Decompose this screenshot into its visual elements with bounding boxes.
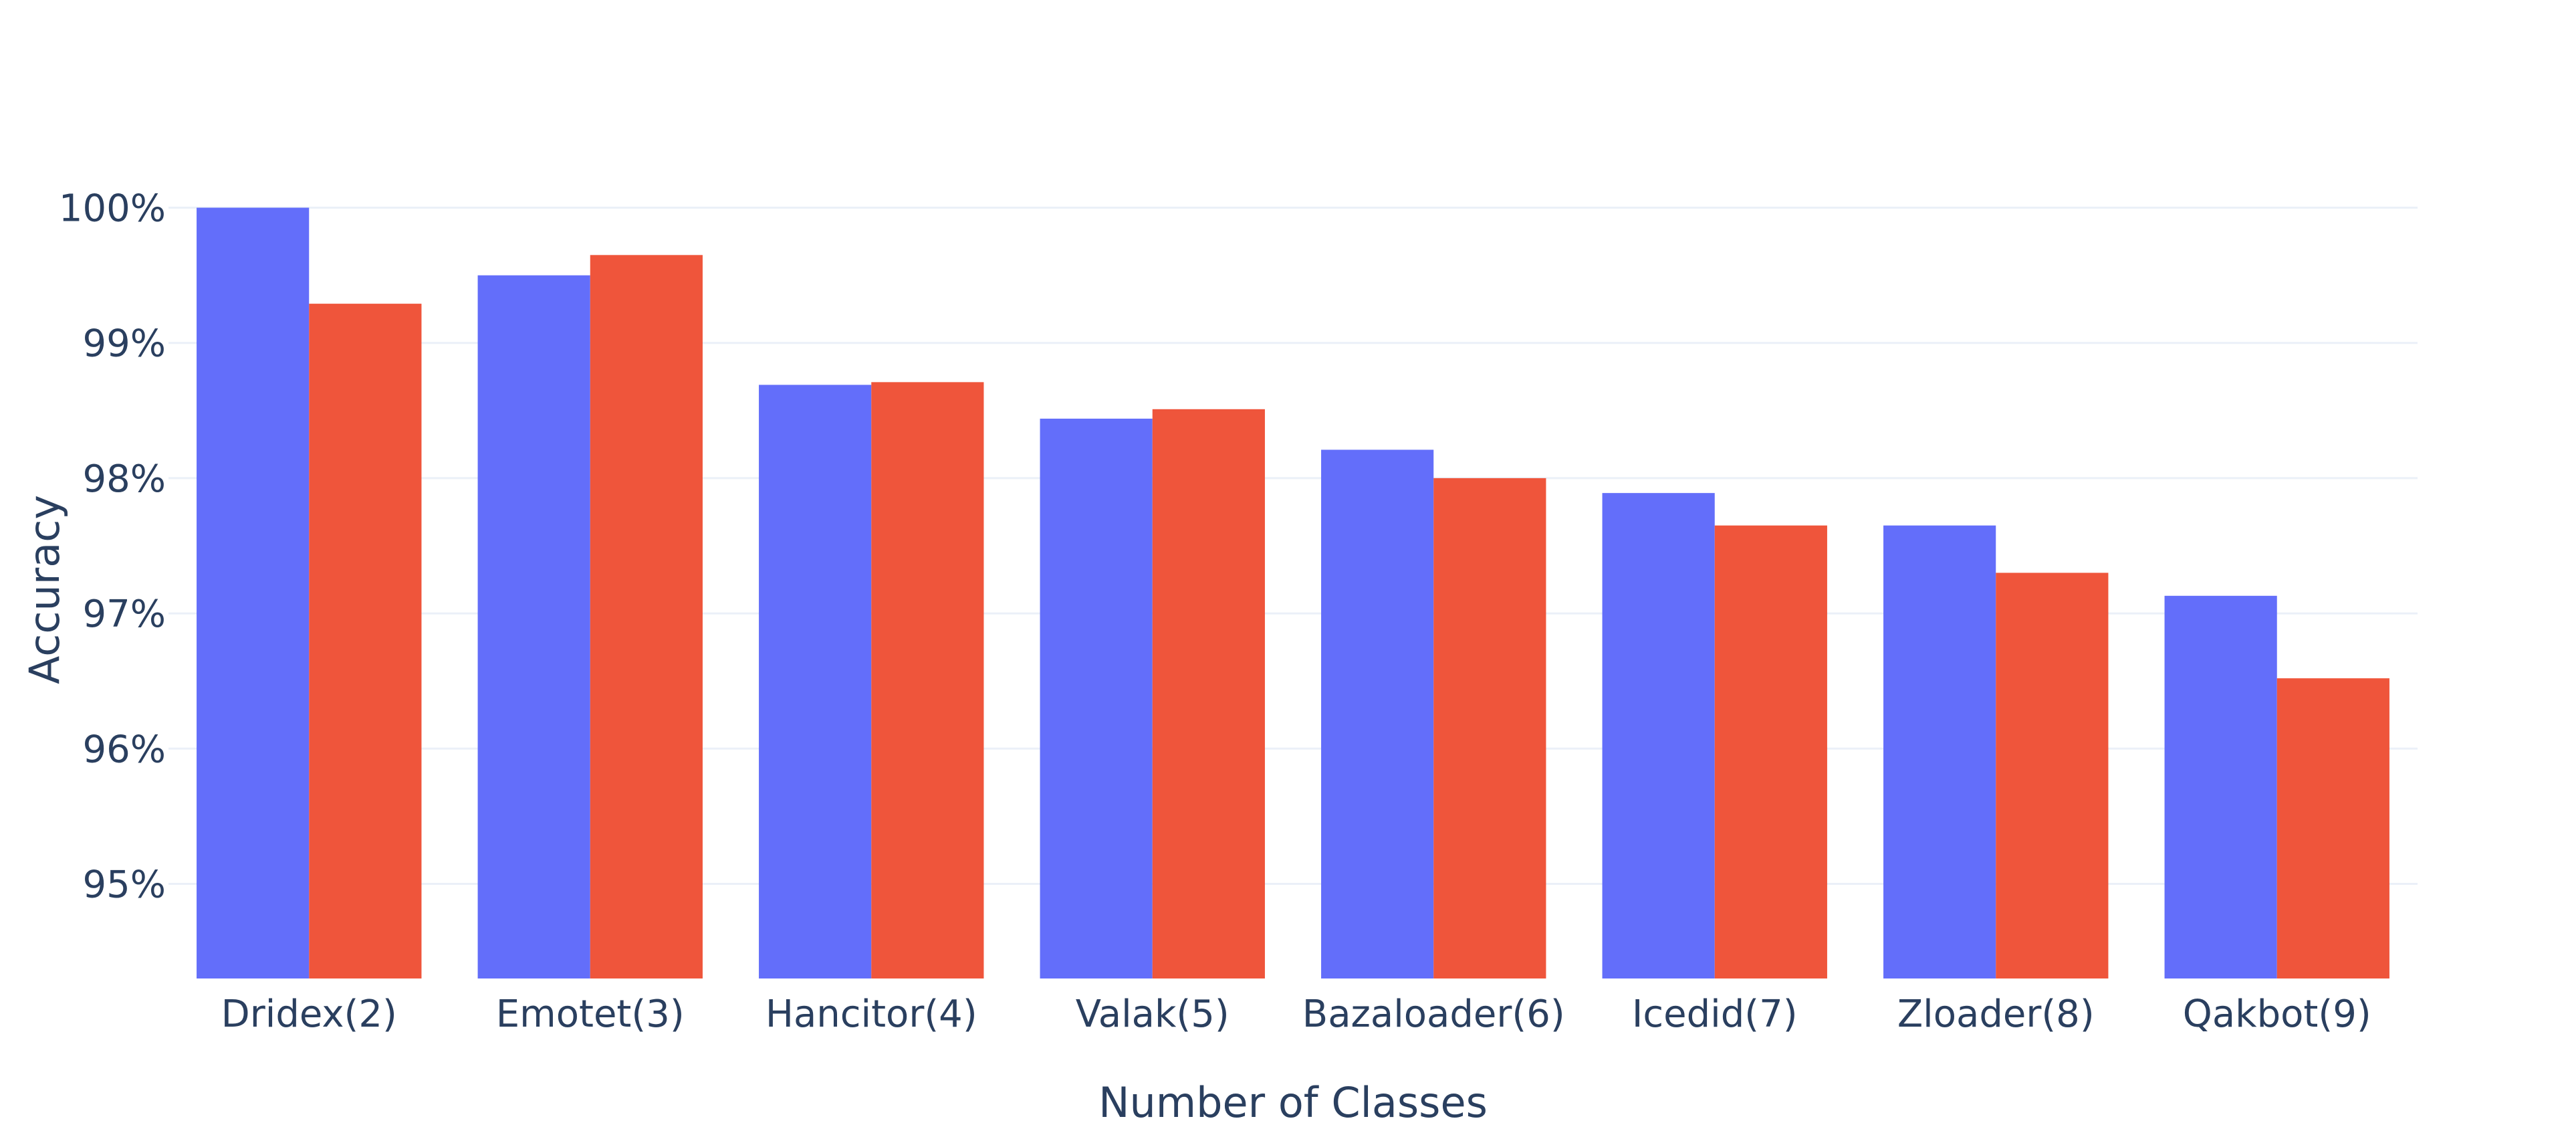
x-tick-label: Emotet(3) <box>496 993 685 1036</box>
y-tick-label: 95% <box>83 863 166 906</box>
bar-2-5[interactable] <box>1714 525 1827 978</box>
bar-2-6[interactable] <box>1996 573 2109 978</box>
bars <box>197 207 2389 979</box>
x-tick-label: Zloader(8) <box>1897 993 2095 1036</box>
x-axis-ticks: Dridex(2) Emotet(3) Hancitor(4) Valak(5) Baz… <box>221 993 2371 1036</box>
y-tick-label: 99% <box>83 322 166 366</box>
bar-1-1[interactable] <box>477 275 590 978</box>
y-tick-label: 96% <box>83 728 166 771</box>
y-axis-title: Accuracy <box>20 495 69 684</box>
x-tick-label: Valak(5) <box>1076 993 1230 1036</box>
bar-1-5[interactable] <box>1602 493 1715 978</box>
x-tick-label: Qakbot(9) <box>2183 993 2371 1036</box>
bar-1-2[interactable] <box>759 385 872 978</box>
bar-2-3[interactable] <box>1152 409 1265 978</box>
y-tick-label: 97% <box>83 593 166 636</box>
bar-1-7[interactable] <box>2164 595 2277 978</box>
bar-1-6[interactable] <box>1883 525 1996 978</box>
bar-1-3[interactable] <box>1040 418 1153 978</box>
x-tick-label: Dridex(2) <box>221 993 397 1036</box>
bar-1-0[interactable] <box>197 207 310 979</box>
x-axis-title: Number of Classes <box>1098 1078 1488 1127</box>
bar-2-1[interactable] <box>590 255 703 978</box>
bar-2-2[interactable] <box>871 382 984 978</box>
bar-1-4[interactable] <box>1321 449 1434 978</box>
y-axis-ticks: 95% 96% 97% 98% 99% 100% <box>59 187 166 907</box>
x-tick-label: Icedid(7) <box>1632 993 1798 1036</box>
y-tick-label: 98% <box>83 457 166 501</box>
x-tick-label: Bazaloader(6) <box>1302 993 1565 1036</box>
bar-2-7[interactable] <box>2276 678 2389 978</box>
bar-2-0[interactable] <box>309 304 422 978</box>
x-tick-label: Hancitor(4) <box>766 993 977 1036</box>
y-tick-label: 100% <box>59 187 166 231</box>
bar-2-4[interactable] <box>1433 478 1546 978</box>
